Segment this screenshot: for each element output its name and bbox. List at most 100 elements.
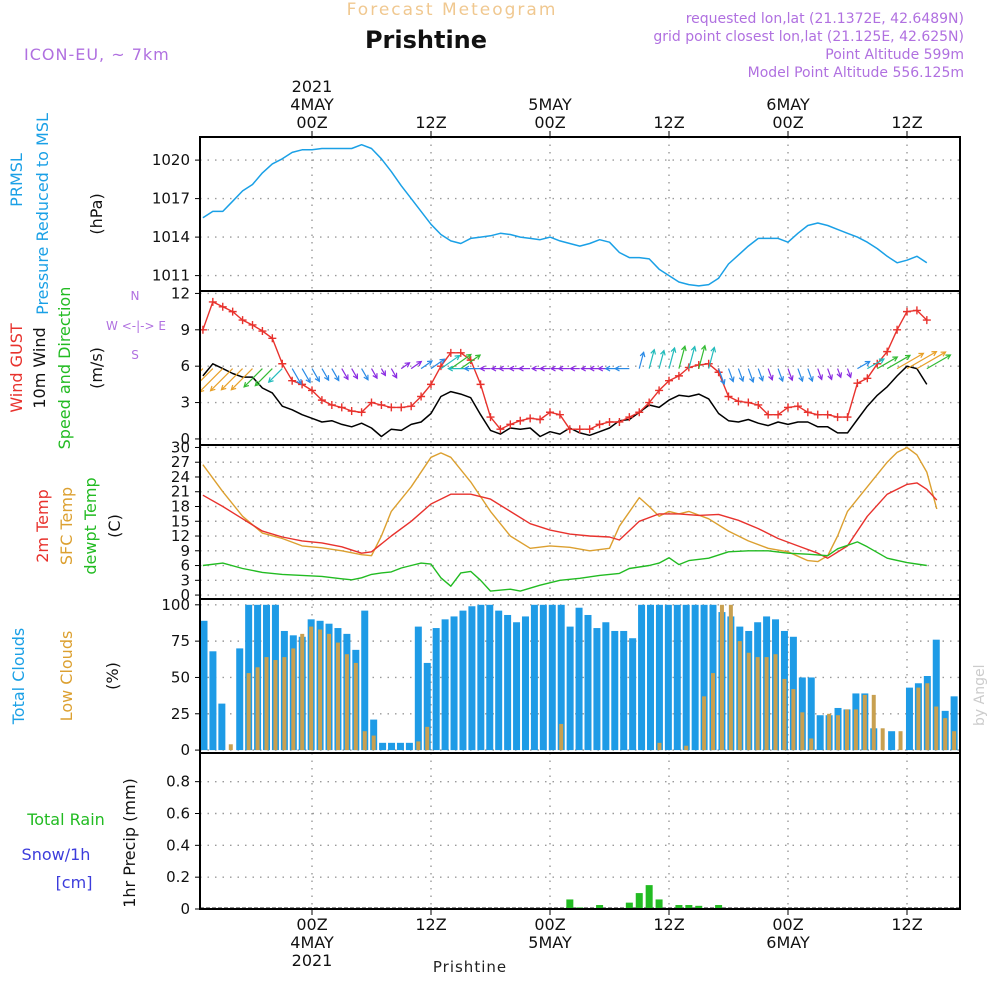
total-cloud-bar — [405, 742, 413, 751]
precip-ytick-label: 0.4 — [166, 836, 190, 854]
wind-frame — [199, 290, 961, 446]
low-cloud-bar — [335, 642, 340, 751]
top-time-label: 00Z — [296, 113, 327, 132]
clouds-ytick-label: 25 — [171, 705, 190, 723]
wind-arrow-head — [878, 358, 886, 364]
gust-marker — [863, 374, 872, 383]
rain-bar — [685, 905, 693, 909]
snow-unit: [cm] — [56, 873, 93, 892]
wind-arrow-head — [323, 375, 330, 382]
gust-marker — [427, 380, 435, 389]
wind-arrow-head — [918, 352, 925, 358]
plot-area: 1011101410171020036912036912151821242730… — [7, 77, 961, 970]
snow-label: Snow/1h — [22, 845, 91, 864]
temperature-ytick-label: 30 — [171, 438, 190, 456]
wind-arrow-head — [788, 375, 794, 382]
clouds-ytick-label: 100 — [161, 596, 190, 614]
total-cloud-bar — [638, 604, 646, 751]
wind-arrow-head — [670, 346, 677, 353]
wind-arrow-shaft — [876, 356, 898, 370]
low-cloud-bar — [273, 660, 278, 751]
rain-bar — [635, 893, 643, 909]
gust-marker — [298, 380, 307, 389]
wind-arrow-head — [296, 379, 302, 386]
wind-arrow-head — [681, 344, 687, 352]
total-cloud-bar — [816, 715, 824, 751]
top-time-label: 4MAY — [290, 95, 334, 114]
clouds-unit: (%) — [103, 662, 122, 690]
gust-marker — [317, 396, 326, 405]
model-altitude: Model Point Altitude 556.125m — [748, 65, 964, 81]
wind-arrow-shaft — [321, 368, 330, 381]
wind-arrow-shaft — [777, 368, 784, 382]
rain-bar — [645, 885, 653, 909]
gust-marker — [605, 417, 614, 426]
total-cloud-bar — [700, 604, 708, 751]
low-cloud-bar — [862, 694, 867, 751]
wind-arrow-shaft — [254, 368, 273, 387]
low-cloud-bar — [836, 715, 841, 751]
wind-arrow-shaft — [301, 368, 311, 383]
requested-coords: requested lon,lat (21.1372E, 42.6489N) — [686, 11, 964, 27]
wind-arrow-shaft — [767, 368, 773, 381]
pressure-ylabel-short: PRMSL — [7, 153, 26, 207]
gust-marker — [585, 425, 594, 434]
wind-arrow-shaft — [926, 354, 951, 370]
low-cloud-bar — [282, 657, 287, 751]
total-cloud-bar — [450, 616, 458, 751]
wind-arrow-head — [588, 365, 595, 372]
wind-arrow-head — [613, 365, 620, 372]
pressure-unit: (hPa) — [87, 193, 106, 234]
low-cloud-bar — [952, 731, 957, 751]
low-cloud-bar — [362, 731, 367, 751]
gust-marker — [546, 408, 554, 417]
bottom-time-label: 00Z — [772, 915, 803, 934]
wind-arrow-shaft — [230, 368, 253, 391]
wind-arrow-head — [768, 374, 774, 382]
gust-marker — [218, 302, 227, 311]
wind-arrow-head — [597, 365, 604, 372]
gust-marker — [496, 425, 505, 434]
low-cloud-bar — [291, 648, 296, 751]
low-cloud-bar — [755, 657, 760, 751]
gust-marker — [476, 380, 485, 389]
precip-ylabel: 1hr Precip (mm) — [120, 778, 139, 908]
gust-marker — [853, 379, 862, 388]
top-time-label: 5MAY — [528, 95, 572, 114]
low-cloud-bar — [809, 738, 814, 751]
gust-marker — [258, 327, 267, 336]
rain-bar — [695, 905, 703, 909]
wind-arrow-shaft — [886, 354, 911, 370]
gust-marker — [575, 425, 584, 434]
wind-arrow-head — [778, 376, 784, 383]
gust-marker — [615, 417, 624, 426]
wind-arrow-shaft — [896, 352, 924, 370]
gust-marker — [248, 320, 257, 329]
total-cloud-bar — [423, 662, 431, 751]
sfc-temp-ylabel: SFC Temp — [57, 487, 76, 565]
wind-arrow-shaft — [837, 368, 842, 378]
wind-arrow-shaft — [658, 350, 665, 369]
gust-marker — [397, 403, 406, 412]
chart-subtitle: Forecast Meteogram — [347, 0, 558, 20]
low-clouds-ylabel: Low Clouds — [57, 631, 76, 722]
low-cloud-bar — [773, 654, 778, 751]
low-cloud-bar — [943, 718, 948, 751]
total-cloud-bar — [575, 607, 583, 751]
gust-marker — [595, 420, 604, 429]
gust-marker — [407, 402, 416, 411]
wind-arrow-head — [416, 360, 423, 367]
gust-marker — [912, 306, 921, 315]
temp-2m-line — [202, 482, 938, 559]
low-cloud-bar — [791, 689, 796, 751]
wind-arrow-shaft — [460, 354, 481, 370]
low-cloud-bar — [880, 728, 885, 751]
wind-arrow-head — [426, 360, 434, 366]
wind-arrow-shaft — [817, 368, 823, 380]
gust-marker — [208, 297, 217, 306]
gust-marker — [645, 398, 654, 407]
wind-arrow-head — [569, 365, 576, 372]
low-cloud-bar — [684, 745, 689, 751]
total-cloud-bar — [629, 638, 637, 751]
low-cloud-bar — [255, 667, 260, 751]
